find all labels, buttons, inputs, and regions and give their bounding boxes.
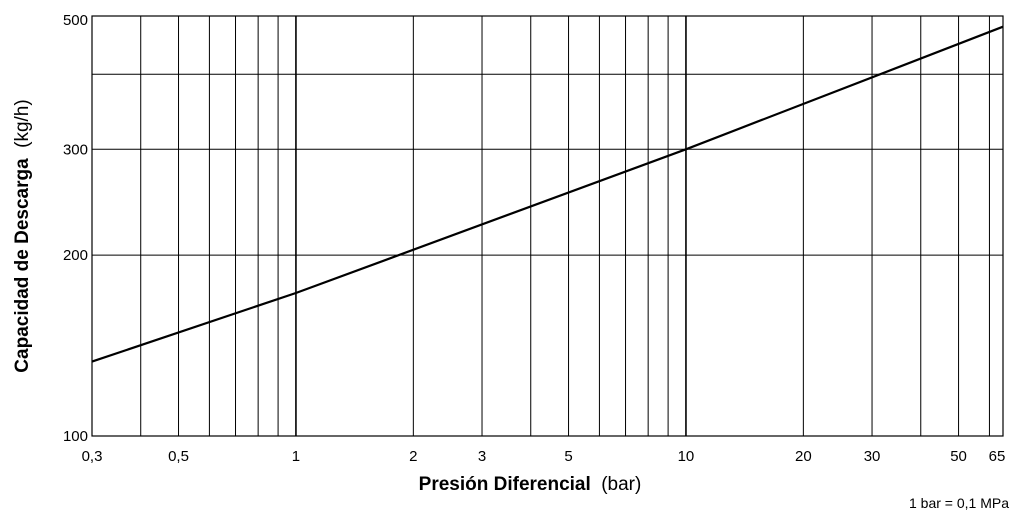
x-tick-label: 3 [478, 448, 486, 465]
x-axis-title-main: Presión Diferencial [419, 474, 591, 495]
y-tick-label: 200 [63, 247, 88, 264]
x-tick-label: 65 [989, 448, 1006, 465]
x-tick-label: 0,5 [168, 448, 189, 465]
x-tick-label: 50 [950, 448, 967, 465]
series-layer [91, 25, 1004, 363]
y-axis-title: Capacidad de Descarga (kg/h) [12, 99, 33, 372]
x-axis-title-unit: (bar) [601, 474, 641, 495]
y-axis-title-unit: (kg/h) [12, 99, 33, 148]
series-line [91, 25, 1004, 363]
grid [92, 16, 1003, 436]
y-tick-label: 500 [63, 12, 88, 29]
x-tick-label: 20 [795, 448, 812, 465]
x-tick-label: 30 [864, 448, 881, 465]
y-axis-title-main: Capacidad de Descarga [12, 158, 33, 373]
tick-labels: 0,3 0,5 1 2 3 5 10 20 30 50 65 100 200 300 500 [63, 12, 1005, 465]
x-tick-label: 2 [409, 448, 417, 465]
y-tick-label: 300 [63, 141, 88, 158]
y-tick-label: 100 [63, 428, 88, 445]
plot-frame [91, 15, 1004, 437]
x-tick-label: 0,3 [82, 448, 103, 465]
x-tick-label: 5 [564, 448, 572, 465]
x-axis-title: Presión Diferencial (bar) [419, 474, 642, 495]
unit-conversion-note: 1 bar = 0,1 MPa [909, 495, 1009, 511]
x-tick-label: 10 [678, 448, 695, 465]
x-tick-label: 1 [292, 448, 300, 465]
